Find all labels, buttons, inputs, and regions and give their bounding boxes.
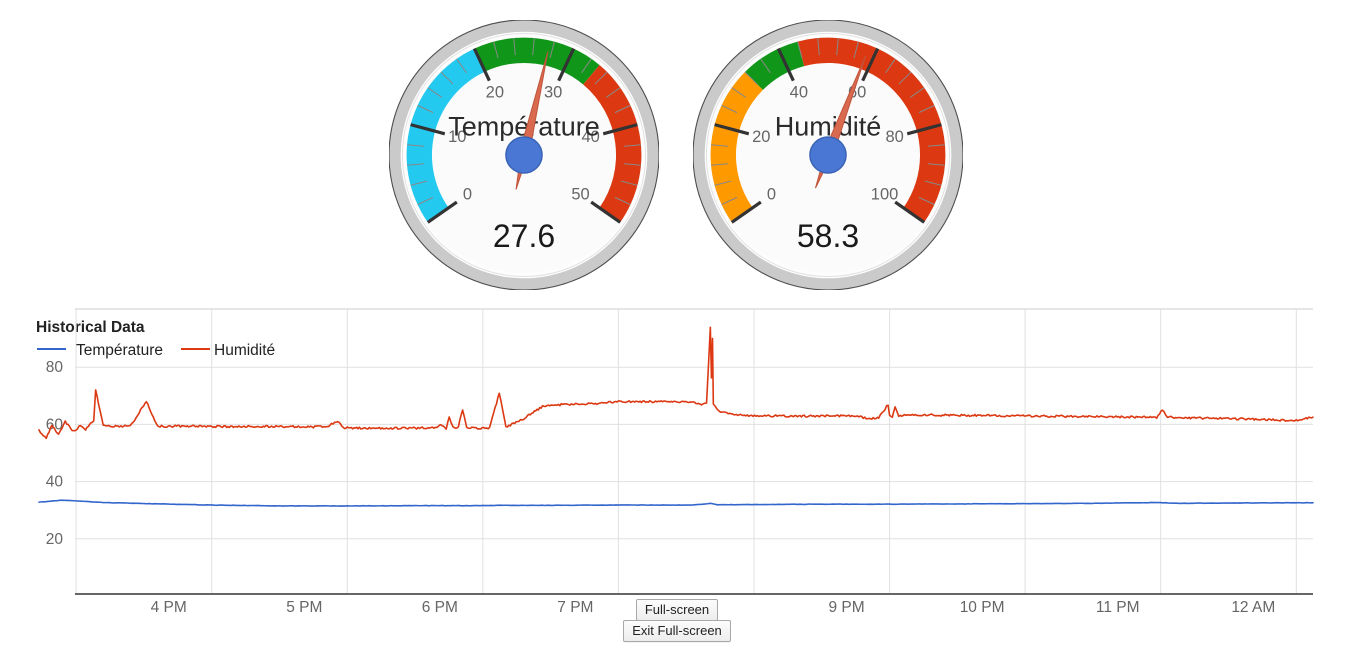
svg-text:80: 80 (46, 359, 64, 376)
svg-text:11 PM: 11 PM (1096, 599, 1140, 616)
svg-text:7 PM: 7 PM (557, 599, 593, 616)
svg-text:6 PM: 6 PM (422, 599, 458, 616)
svg-text:20: 20 (46, 531, 64, 548)
svg-text:5 PM: 5 PM (286, 599, 322, 616)
svg-text:4 PM: 4 PM (151, 599, 187, 616)
svg-text:10 PM: 10 PM (960, 599, 1005, 616)
svg-text:40: 40 (46, 474, 64, 491)
svg-text:9 PM: 9 PM (829, 599, 865, 616)
svg-text:12 AM: 12 AM (1231, 599, 1275, 616)
